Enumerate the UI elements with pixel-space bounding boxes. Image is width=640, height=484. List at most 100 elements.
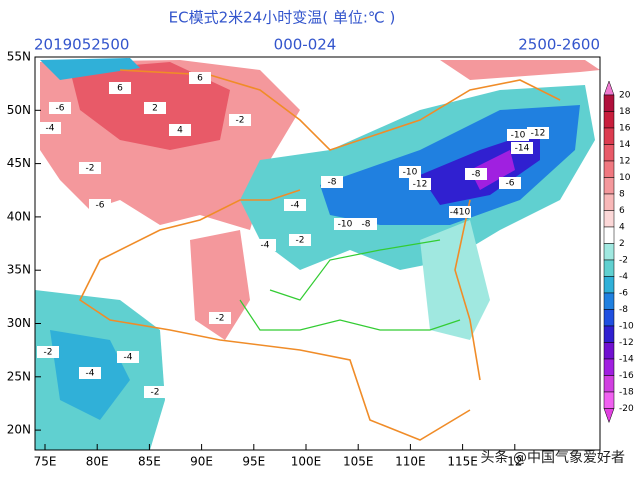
- colorbar-label: -8: [619, 305, 628, 315]
- contour-label: -10: [507, 129, 529, 141]
- contour-label-box: [465, 168, 487, 180]
- contour-label-text: 4: [177, 126, 183, 136]
- lat-label: 30N: [7, 316, 31, 330]
- contour-label-box: [209, 312, 231, 324]
- contour-label-text: -10: [338, 220, 353, 230]
- colorbar-label: -6: [619, 289, 628, 299]
- contour-label: 4: [169, 124, 191, 136]
- contour-label-text: -8: [472, 170, 481, 180]
- contour-label-text: -8: [328, 178, 337, 188]
- contour-label: -6: [499, 177, 521, 189]
- colorbar-cell: [603, 325, 615, 343]
- colorbar-cell: [603, 160, 615, 178]
- contour-label-box: [511, 142, 533, 154]
- colorbar-cell: [603, 193, 615, 211]
- contour-label: -2: [209, 312, 231, 324]
- contour-label-text: -410: [450, 208, 471, 218]
- colorbar-cell: [603, 259, 615, 277]
- contour-label: -410: [449, 206, 471, 218]
- contour-label-box: [507, 129, 529, 141]
- contour-label: -4: [254, 239, 276, 251]
- colorbar-label: 4: [619, 223, 625, 233]
- lon-label: 90E: [190, 455, 213, 469]
- contour-label-box: [499, 177, 521, 189]
- contour-label-box: [254, 239, 276, 251]
- colorbar-label: 14: [619, 140, 631, 150]
- contour-label-box: [399, 166, 421, 178]
- contour-label-box: [79, 162, 101, 174]
- colorbar-cell: [603, 210, 615, 228]
- colorbar-label: 12: [619, 157, 630, 167]
- contour-label-text: -2: [216, 314, 225, 324]
- map-frame: [34, 56, 601, 451]
- contour-label-text: 6: [117, 84, 123, 94]
- colorbar-label: -16: [619, 371, 634, 381]
- colorbar-label: 20: [619, 91, 631, 101]
- lat-label: 50N: [7, 103, 31, 117]
- contour-label-box: [321, 176, 343, 188]
- cool-area: [40, 58, 140, 80]
- lon-label: 75E: [34, 455, 57, 469]
- contour-label-text: 6: [197, 74, 203, 84]
- contour-label-box: [89, 199, 111, 211]
- contour-label-box: [144, 102, 166, 114]
- contour-label-box: [355, 218, 377, 230]
- contour-label-box: [117, 351, 139, 363]
- lon-label: 80E: [86, 455, 109, 469]
- lon-label: 115E: [447, 455, 478, 469]
- colorbar-label: 16: [619, 124, 631, 134]
- colorbar-label: -18: [619, 388, 634, 398]
- warm-area: [190, 230, 250, 340]
- contour-label-box: [37, 346, 59, 358]
- lat-label: 40N: [7, 209, 31, 223]
- colorbar-label: -12: [619, 338, 634, 348]
- contour-label: -4: [79, 367, 101, 379]
- contour-label-text: -6: [506, 179, 515, 189]
- river: [239, 239, 461, 331]
- contour-label: -6: [49, 102, 71, 114]
- warm-area: [440, 60, 600, 80]
- colorbar-arrow: [603, 80, 615, 96]
- contour-label-text: -2: [236, 116, 245, 126]
- contour-label-box: [229, 114, 251, 126]
- colorbar-cell: [603, 94, 615, 112]
- contour-label-box: [409, 178, 431, 190]
- contour-label: -12: [527, 127, 549, 139]
- colorbar-label: 2: [619, 239, 625, 249]
- colorbar-arrow: [603, 408, 615, 424]
- cold-area: [420, 220, 490, 340]
- contour-label: -2: [229, 114, 251, 126]
- watermark: 头条 @中国气象爱好者: [481, 449, 625, 466]
- contour-label: -8: [321, 176, 343, 188]
- contour-label: -4: [39, 122, 61, 134]
- map-area: [34, 56, 601, 451]
- contour-label: -2: [79, 162, 101, 174]
- colorbar-cell: [603, 144, 615, 162]
- contour-label: -10: [399, 166, 421, 178]
- contour-label-box: [289, 234, 311, 246]
- contour-label-text: -4: [291, 201, 300, 211]
- colorbar-cell: [603, 342, 615, 360]
- contour-label-text: -2: [296, 236, 305, 246]
- colorbar-label: -10: [619, 322, 634, 332]
- contour-label: -2: [144, 386, 166, 398]
- lon-label: 85E: [138, 455, 161, 469]
- colorbar-label: -4: [619, 272, 628, 282]
- contour-label-box: [189, 72, 211, 84]
- colorbar-cell: [603, 292, 615, 310]
- colorbar-label: 6: [619, 206, 625, 216]
- colorbar-label: -2: [619, 256, 628, 266]
- colorbar-cell: [603, 391, 615, 409]
- colorbar-label: -14: [619, 355, 634, 365]
- lon-label: 110E: [395, 455, 426, 469]
- contour-label-text: -2: [151, 388, 160, 398]
- contour-label: -10: [334, 218, 356, 230]
- lat-label: 55N: [7, 50, 31, 64]
- colorbar-cell: [603, 375, 615, 393]
- contour-label: -2: [37, 346, 59, 358]
- lon-label: 100E: [291, 455, 322, 469]
- colorbar-cell: [603, 111, 615, 129]
- lat-label: 25N: [7, 369, 31, 383]
- colorbar-cell: [603, 309, 615, 327]
